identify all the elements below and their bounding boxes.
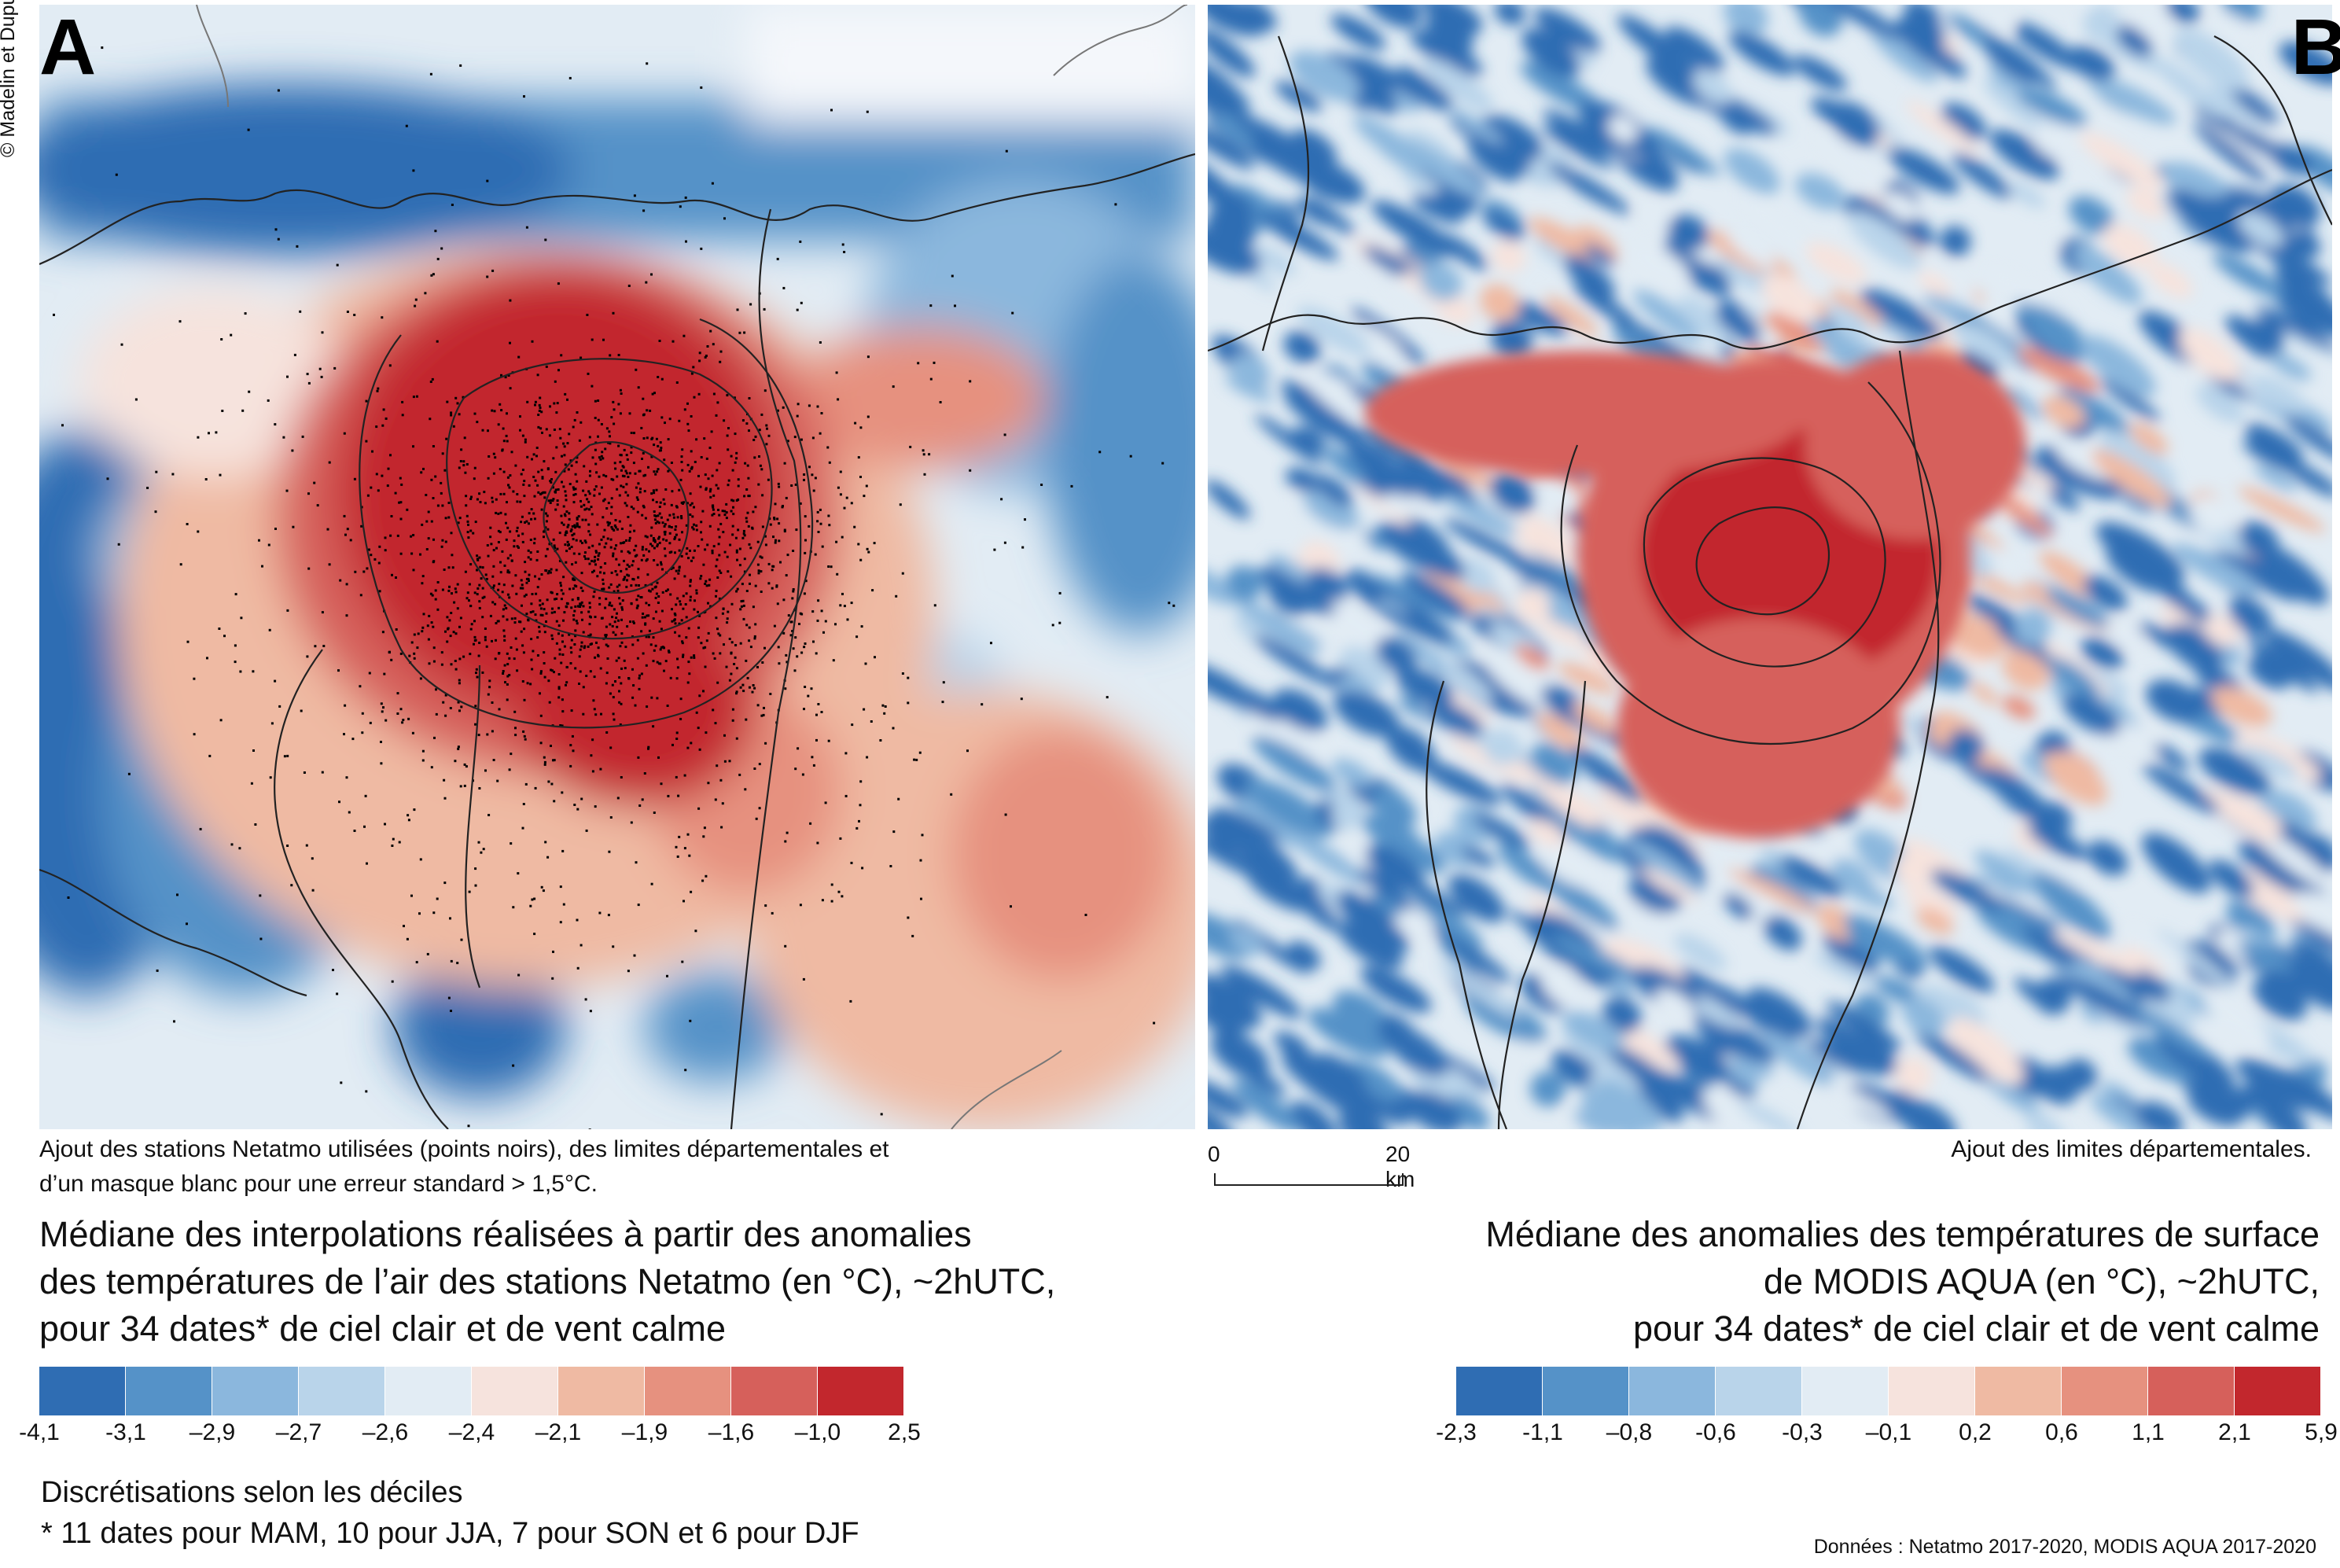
legend-swatch [1456,1367,1543,1415]
legend-b-colorbar [1456,1367,2321,1415]
legend-tick-label: -4,1 [19,1419,60,1445]
legend-swatch [2148,1367,2235,1415]
legend-tick-label: 1,1 [2132,1419,2165,1445]
scale-bar: 0 20 km [1208,1142,1415,1197]
legend-swatch [818,1367,904,1415]
legend-swatch [1975,1367,2062,1415]
legend-tick-label: –2,9 [189,1419,236,1445]
legend-tick-label: -2,3 [1436,1419,1477,1445]
legend-tick-label: –2,7 [275,1419,322,1445]
modis-lst-anomaly-map [1208,5,2332,1129]
legend-a-colorbar [39,1367,904,1415]
legend-swatch [2062,1367,2148,1415]
panel-b-caption: Ajout des limites départementales. [1951,1136,2312,1162]
scale-bar-line [1214,1173,1404,1186]
discretisation-note: Discrétisations selon les déciles [41,1476,463,1509]
data-source: Données : Netatmo 2017-2020, MODIS AQUA … [1813,1536,2316,1558]
panel-b-title: Médiane des anomalies des températures d… [1485,1211,2320,1353]
legend-swatch [731,1367,818,1415]
map-panel-b: B [1208,5,2340,1129]
legend-swatch [1716,1367,1802,1415]
legend-b-ticks: -2,3 -1,1 –0,8 -0,6 -0,3 –0,1 0,2 0,6 1,1 2,1 5,9 [1436,1419,2338,1451]
panel-a-caption-line-2: d’un masque blanc pour une erreur standa… [39,1171,598,1197]
legend-swatch [212,1367,299,1415]
netatmo-station-dots [53,46,1176,1129]
panel-a-title-line-1: Médiane des interpolations réalisées à p… [39,1214,972,1254]
legend-tick-label: –1,0 [794,1419,841,1445]
legend-tick-label: –0,8 [1606,1419,1653,1445]
scale-bar-zero: 0 [1208,1142,1220,1166]
scale-bar-label: 20 km [1385,1142,1415,1191]
panel-a-title-line-2: des températures de l’air des stations N… [39,1261,1056,1301]
panel-b-title-line-3: pour 34 dates* de ciel clair et de vent … [1633,1309,2320,1349]
legend-tick-label: -1,1 [1522,1419,1563,1445]
footnotes: Discrétisations selon les déciles * 11 d… [41,1472,859,1554]
legend-tick-label: 2,1 [2218,1419,2251,1445]
department-boundaries-b [1208,35,2332,1129]
netatmo-interpolation-map [39,5,1195,1129]
panel-a-caption: Ajout des stations Netatmo utilisées (po… [39,1132,1164,1202]
legend-tick-label: –2,1 [535,1419,582,1445]
legend-tick-label: -0,6 [1695,1419,1736,1445]
department-boundaries [39,153,1195,1129]
panel-a-title-line-3: pour 34 dates* de ciel clair et de vent … [39,1309,726,1349]
map-panel-a: A [39,5,1195,1129]
legend-tick-label: –2,4 [448,1419,495,1445]
legend-tick-label: 0,6 [2045,1419,2078,1445]
legend-swatch [472,1367,558,1415]
legend-tick-label: –0,1 [1865,1419,1912,1445]
panel-b-title-line-2: de MODIS AQUA (en °C), ~2hUTC, [1764,1261,2320,1301]
panel-a-letter: A [39,5,97,91]
legend-swatch [1629,1367,1716,1415]
legend-swatch [385,1367,472,1415]
legend-tick-label: 0,2 [1959,1419,1992,1445]
legend-tick-label: 2,5 [888,1419,921,1445]
legend-swatch [126,1367,212,1415]
legend-a-ticks: -4,1 -3,1 –2,9 –2,7 –2,6 –2,4 –2,1 –1,9 –1,6 –1,0… [19,1419,921,1451]
legend-swatch [645,1367,731,1415]
legend-swatch [2235,1367,2321,1415]
dates-note: * 11 dates pour MAM, 10 pour JJA, 7 pour… [41,1517,859,1550]
legend-tick-label: 5,9 [2305,1419,2338,1445]
legend-tick-label: -0,3 [1782,1419,1823,1445]
legend-tick-label: –1,9 [621,1419,668,1445]
panel-b-title-line-1: Médiane des anomalies des températures d… [1485,1214,2320,1254]
legend-tick-label: –1,6 [708,1419,755,1445]
legend-swatch [1889,1367,1975,1415]
legend-tick-label: –2,6 [362,1419,409,1445]
legend-swatch [299,1367,385,1415]
legend-swatch [1543,1367,1629,1415]
legend-tick-label: -3,1 [105,1419,146,1445]
legend-swatch [558,1367,645,1415]
panel-a-title: Médiane des interpolations réalisées à p… [39,1211,1055,1353]
panel-b-letter: B [2290,5,2340,91]
legend-swatch [1802,1367,1889,1415]
legend-swatch [39,1367,126,1415]
copyright-text: © Madelin et Dupuis, 2020 [0,0,19,157]
panel-a-caption-line-1: Ajout des stations Netatmo utilisées (po… [39,1136,889,1162]
